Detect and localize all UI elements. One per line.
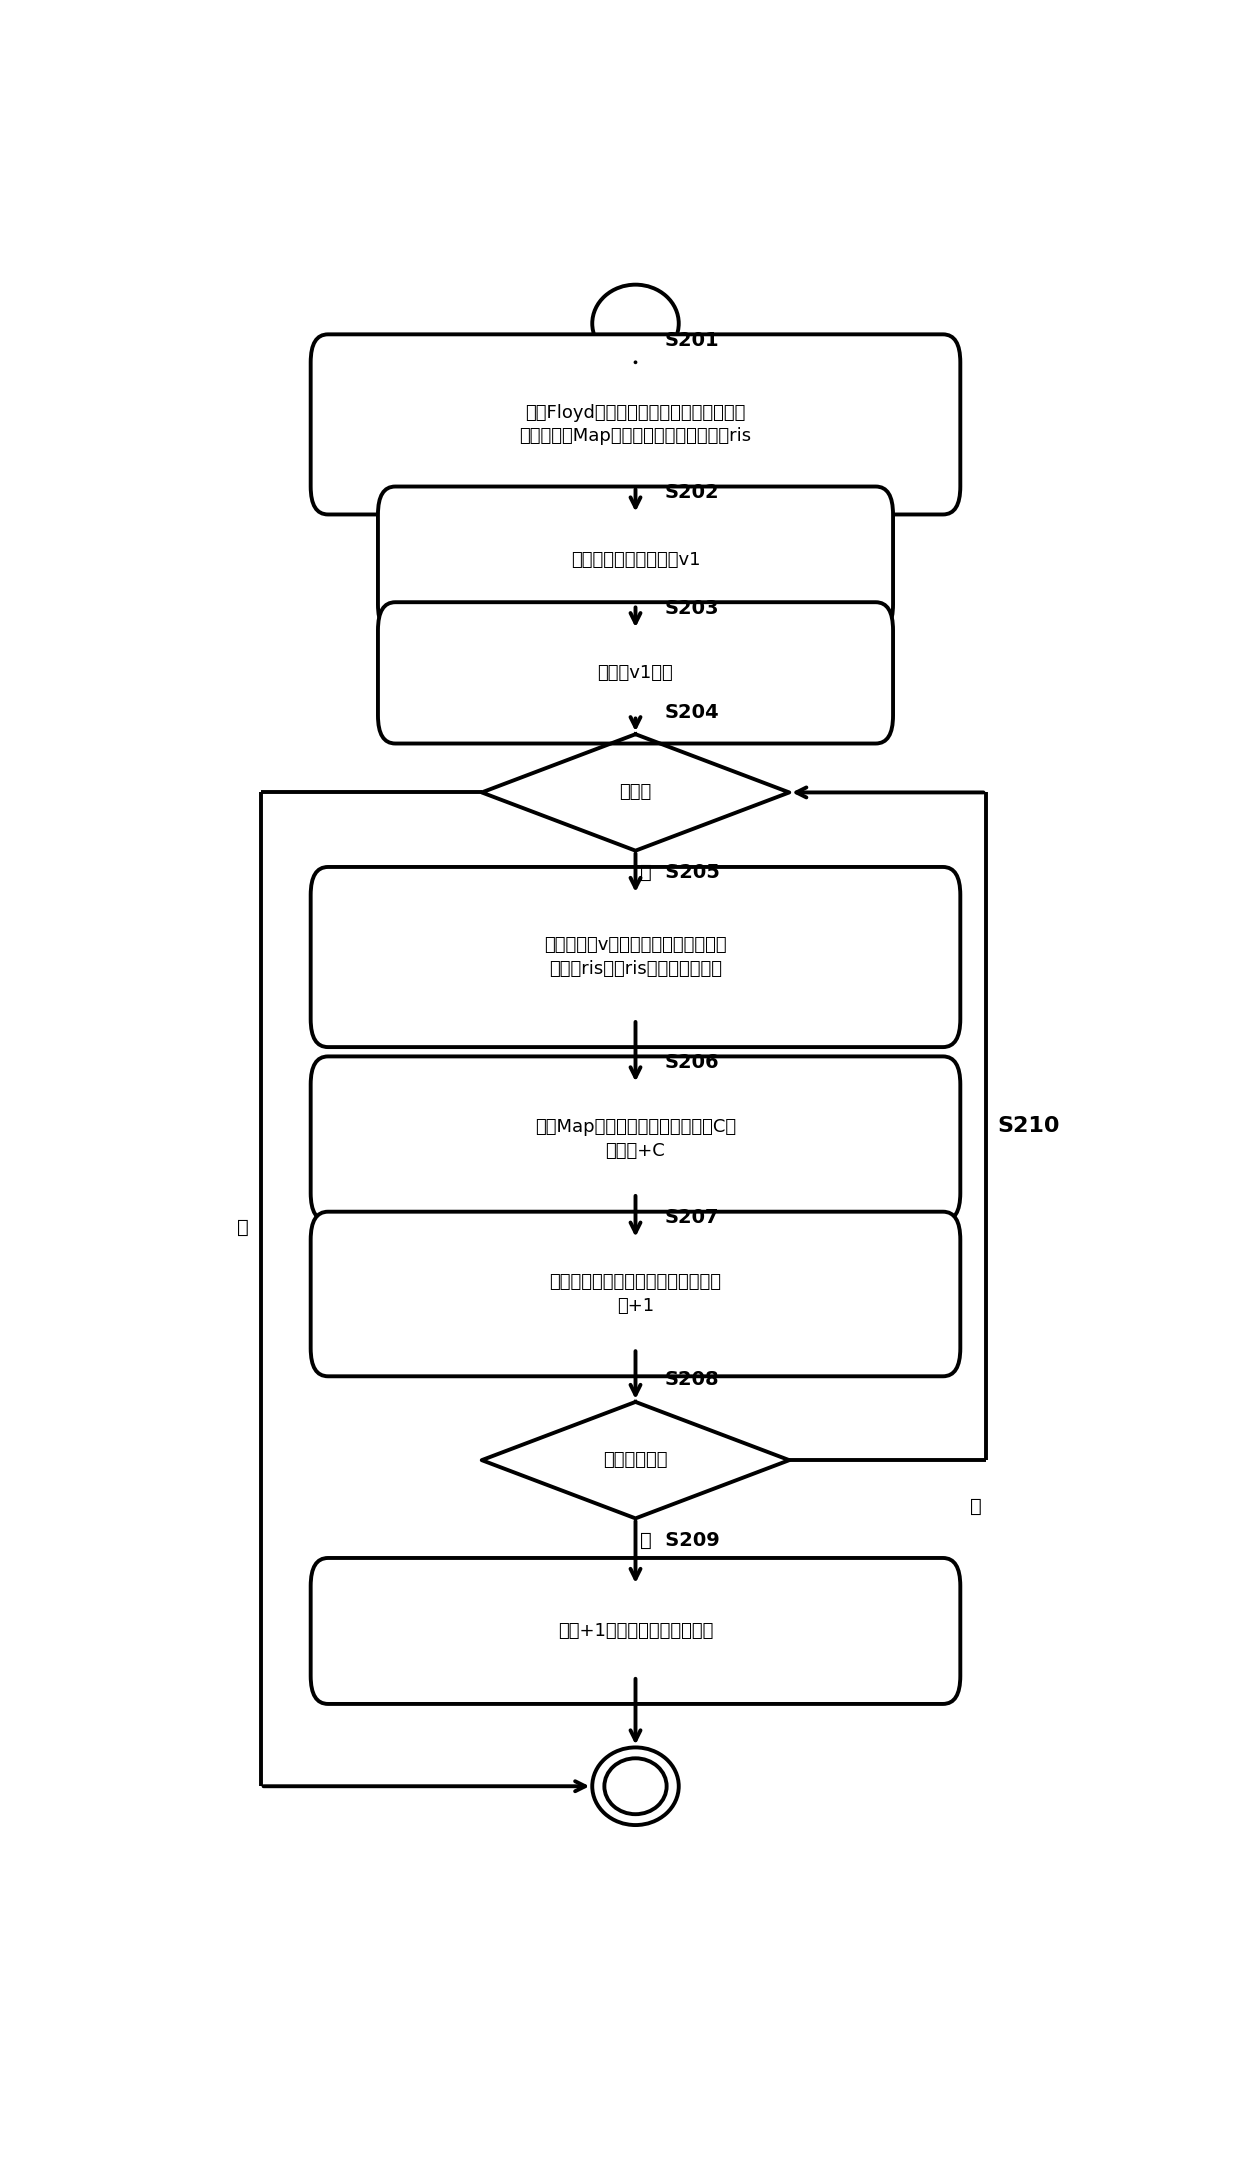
Ellipse shape — [604, 1758, 667, 1814]
Text: 否: 否 — [237, 1218, 249, 1237]
Text: S202: S202 — [665, 484, 719, 503]
Text: 否  S205: 否 S205 — [640, 862, 720, 882]
FancyBboxPatch shape — [311, 1211, 960, 1376]
FancyBboxPatch shape — [378, 601, 893, 743]
Polygon shape — [481, 734, 789, 852]
Text: S201: S201 — [665, 331, 719, 351]
Text: 将栈顶元素v弹出，读取该节点的元件
在线率ris。将ris设置为初始权重: 将栈顶元素v弹出，读取该节点的元件 在线率ris。将ris设置为初始权重 — [544, 937, 727, 978]
Text: S204: S204 — [665, 703, 719, 721]
Text: 选取根节点为初始节点v1: 选取根节点为初始节点v1 — [570, 551, 701, 568]
Text: S207: S207 — [665, 1209, 719, 1226]
Text: 是: 是 — [970, 1496, 982, 1516]
FancyBboxPatch shape — [311, 1056, 960, 1222]
Text: S210: S210 — [998, 1117, 1060, 1137]
FancyBboxPatch shape — [311, 867, 960, 1048]
Text: 通过Floyd算法，获取任意两点间的最短距
离，保存为Map。以及节点的元件在线率ris: 通过Floyd算法，获取任意两点间的最短距 离，保存为Map。以及节点的元件在线… — [520, 403, 751, 444]
Text: 获取节点类型，如果是电源节点，权
重+1: 获取节点类型，如果是电源节点，权 重+1 — [549, 1274, 722, 1316]
Text: S203: S203 — [665, 599, 719, 619]
Text: 权重+1，并将所有子节点压栈: 权重+1，并将所有子节点压栈 — [558, 1623, 713, 1640]
Text: 是  S209: 是 S209 — [640, 1531, 720, 1551]
FancyBboxPatch shape — [311, 335, 960, 514]
Text: 将节点v1入栈: 将节点v1入栈 — [598, 664, 673, 682]
Text: 是否有子节点: 是否有子节点 — [603, 1451, 668, 1470]
Text: S206: S206 — [665, 1052, 719, 1072]
Text: 栈为空: 栈为空 — [619, 784, 652, 802]
FancyBboxPatch shape — [311, 1557, 960, 1703]
Ellipse shape — [593, 285, 678, 362]
FancyBboxPatch shape — [378, 486, 893, 632]
Text: 根据Map，计算节点的紧密中心度C，
权重値+C: 根据Map，计算节点的紧密中心度C， 权重値+C — [534, 1117, 737, 1159]
Polygon shape — [481, 1403, 789, 1518]
Ellipse shape — [593, 1747, 678, 1825]
Text: S208: S208 — [665, 1370, 719, 1390]
